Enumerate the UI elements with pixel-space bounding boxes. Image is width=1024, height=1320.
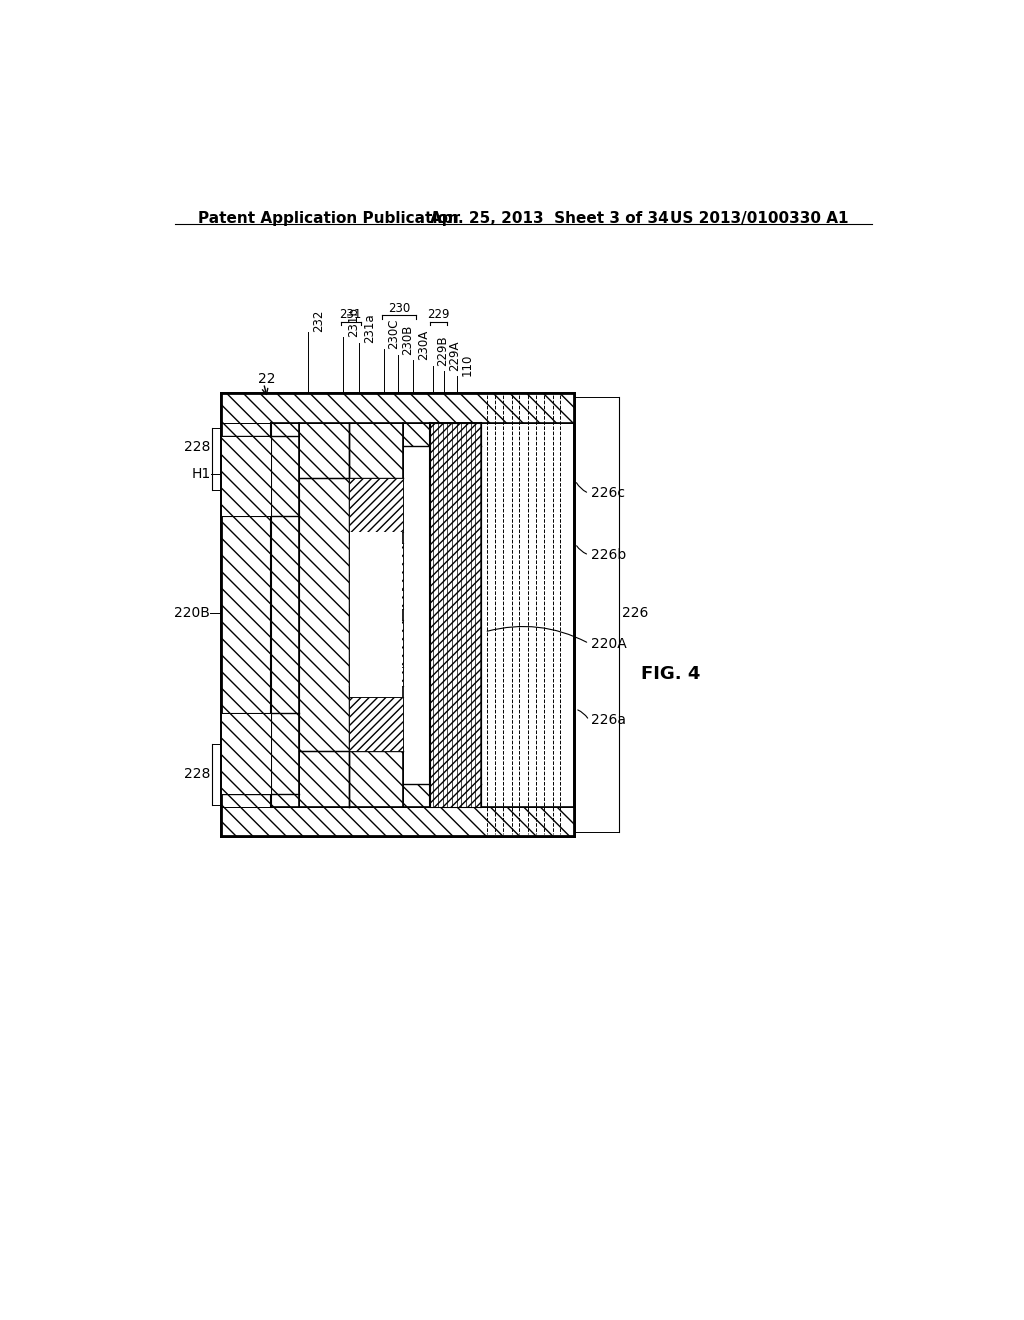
Bar xyxy=(221,436,271,516)
Text: 226b: 226b xyxy=(592,548,627,562)
Text: Patent Application Publication: Patent Application Publication xyxy=(198,211,459,226)
Bar xyxy=(271,436,299,793)
Bar xyxy=(430,422,480,807)
Bar xyxy=(349,697,403,751)
Bar xyxy=(349,751,403,807)
Text: 220A: 220A xyxy=(592,636,627,651)
Text: 231: 231 xyxy=(339,308,361,321)
Bar xyxy=(271,793,299,807)
Bar xyxy=(221,422,271,807)
Bar xyxy=(349,422,403,478)
Bar xyxy=(221,713,271,793)
Text: FIG. 4: FIG. 4 xyxy=(641,665,700,682)
Bar xyxy=(349,544,402,686)
Text: 220B: 220B xyxy=(174,606,210,619)
Text: 228: 228 xyxy=(183,440,210,454)
Bar xyxy=(349,640,403,686)
Text: 110: 110 xyxy=(461,354,473,376)
Bar xyxy=(221,393,573,422)
Bar xyxy=(221,807,573,836)
Bar xyxy=(349,667,402,697)
Bar xyxy=(271,422,299,436)
Bar xyxy=(349,620,403,667)
Bar xyxy=(349,609,402,640)
Text: 230C: 230C xyxy=(388,319,400,350)
Bar xyxy=(349,532,402,562)
Text: 226c: 226c xyxy=(592,486,626,500)
Text: 22: 22 xyxy=(258,372,275,387)
Text: US 2013/0100330 A1: US 2013/0100330 A1 xyxy=(671,211,849,226)
Text: 229B: 229B xyxy=(436,335,450,366)
Text: 231b: 231b xyxy=(347,308,360,337)
Text: 228: 228 xyxy=(183,767,210,781)
Bar xyxy=(349,544,402,686)
Bar xyxy=(221,393,573,836)
Bar xyxy=(403,422,480,446)
Bar xyxy=(349,544,403,590)
Bar xyxy=(299,422,349,478)
Text: 229A: 229A xyxy=(449,341,461,371)
Bar xyxy=(403,784,480,807)
Text: Apr. 25, 2013  Sheet 3 of 34: Apr. 25, 2013 Sheet 3 of 34 xyxy=(430,211,669,226)
Text: 226a: 226a xyxy=(592,714,627,727)
Text: H1: H1 xyxy=(191,467,211,480)
Bar xyxy=(299,751,349,807)
Bar xyxy=(349,590,402,620)
Text: 230B: 230B xyxy=(401,325,415,355)
Text: 226: 226 xyxy=(622,606,648,619)
Bar xyxy=(349,562,403,609)
Text: 232: 232 xyxy=(312,309,326,331)
Bar xyxy=(299,478,349,751)
Text: 231a: 231a xyxy=(362,314,376,343)
Text: 230A: 230A xyxy=(417,330,430,360)
Text: 229: 229 xyxy=(427,308,450,321)
Text: 230: 230 xyxy=(388,302,411,314)
Bar xyxy=(349,478,403,532)
Bar xyxy=(480,395,572,834)
